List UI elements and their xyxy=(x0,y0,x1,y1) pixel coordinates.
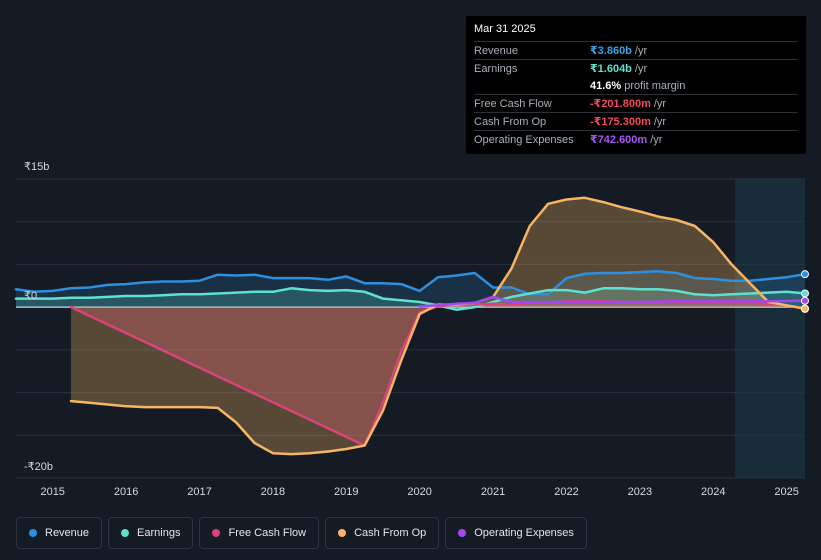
tooltip-value: ₹742.600m xyxy=(590,134,648,146)
tooltip-label: Free Cash Flow xyxy=(474,97,552,110)
grid xyxy=(16,178,805,479)
legend-dot-icon xyxy=(338,529,347,537)
x-tick-label: 2017 xyxy=(187,486,211,498)
line-operating-expenses xyxy=(418,295,807,308)
x-tick-label: 2023 xyxy=(628,486,652,498)
legend-dot-icon xyxy=(121,529,130,537)
tooltip-unit: /yr xyxy=(653,115,667,128)
x-tick-label: 2016 xyxy=(114,486,138,498)
line-revenue xyxy=(14,270,807,296)
tooltip-unit: /yr xyxy=(650,133,663,146)
tooltip-value: ₹3.860b xyxy=(590,45,632,57)
tooltip-row-revenue: Revenue ₹3.860b /yr xyxy=(474,41,798,59)
y-tick-label: ₹0 xyxy=(24,290,37,302)
point-cash-from-op xyxy=(801,304,809,313)
point-operating-expenses xyxy=(801,296,809,305)
y-axis: ₹15b ₹0 -₹20b xyxy=(24,161,53,473)
tooltip-unit: /yr xyxy=(634,62,648,75)
tooltip-date: Mar 31 2025 xyxy=(474,23,536,35)
tooltip-value: 41.6% xyxy=(590,79,622,92)
x-tick-label: 2018 xyxy=(261,486,285,498)
tooltip-value: -₹175.300m xyxy=(590,116,651,128)
legend-item-earnings[interactable]: Earnings xyxy=(108,517,194,549)
series-areas xyxy=(16,197,805,455)
y-tick-label: ₹15b xyxy=(24,161,49,173)
area-earnings xyxy=(16,288,805,310)
legend-dot-icon xyxy=(29,529,37,537)
legend-label: Earnings xyxy=(137,527,181,539)
legend-dot-icon xyxy=(212,529,221,537)
point-revenue xyxy=(801,270,809,279)
tooltip-row-earnings: Earnings ₹1.604b /yr xyxy=(474,59,798,77)
series-endpoints xyxy=(801,270,809,313)
tooltip-label: Operating Expenses xyxy=(474,133,574,146)
tooltip-label: Cash From Op xyxy=(474,115,547,128)
legend-label: Revenue xyxy=(45,527,90,539)
area-free-cash-flow xyxy=(71,301,805,446)
y-tick-label: -₹20b xyxy=(24,461,53,473)
x-tick-label: 2025 xyxy=(774,486,798,498)
x-tick-label: 2024 xyxy=(701,486,725,498)
point-earnings xyxy=(801,289,809,298)
tooltip: Mar 31 2025 Revenue ₹3.860b /yr Earnings… xyxy=(466,16,806,154)
tooltip-row-cash-from-op: Cash From Op -₹175.300m /yr xyxy=(474,112,798,130)
area-revenue xyxy=(16,271,805,308)
tooltip-value: -₹201.800m xyxy=(590,98,651,110)
x-tick-label: 2019 xyxy=(334,486,358,498)
legend-label: Free Cash Flow xyxy=(228,527,307,539)
legend-label: Cash From Op xyxy=(354,527,427,539)
series-lines xyxy=(14,196,807,456)
tooltip-unit: /yr xyxy=(653,97,667,110)
legend-item-operating-expenses[interactable]: Operating Expenses xyxy=(445,517,587,549)
x-tick-label: 2020 xyxy=(407,486,431,498)
tooltip-unit: profit margin xyxy=(624,79,686,92)
tooltip-row-profit-margin: 41.6% profit margin xyxy=(474,77,798,94)
area-cash-from-op xyxy=(71,197,805,455)
line-earnings xyxy=(14,287,807,311)
tooltip-label: Earnings xyxy=(474,62,518,75)
tooltip-row-free-cash-flow: Free Cash Flow -₹201.800m /yr xyxy=(474,94,798,112)
x-axis: 2015 2016 2017 2018 2019 2020 2021 2022 2023 2024… xyxy=(40,486,798,498)
legend-item-revenue[interactable]: Revenue xyxy=(16,517,103,549)
tooltip-label: Revenue xyxy=(474,44,519,57)
x-tick-label: 2022 xyxy=(554,486,578,498)
forecast-region xyxy=(735,179,805,478)
x-tick-label: 2015 xyxy=(40,486,64,498)
tooltip-value: ₹1.604b xyxy=(590,63,632,75)
x-tick-label: 2021 xyxy=(481,486,505,498)
legend-label: Operating Expenses xyxy=(474,527,574,539)
legend-item-cash-from-op[interactable]: Cash From Op xyxy=(325,517,440,549)
tooltip-unit: /yr xyxy=(634,44,648,57)
legend-item-free-cash-flow[interactable]: Free Cash Flow xyxy=(199,517,320,549)
tooltip-row-operating-expenses: Operating Expenses ₹742.600m /yr xyxy=(474,130,798,148)
legend-dot-icon xyxy=(458,529,467,537)
legend: Revenue Earnings Free Cash Flow Cash Fro… xyxy=(16,517,587,549)
